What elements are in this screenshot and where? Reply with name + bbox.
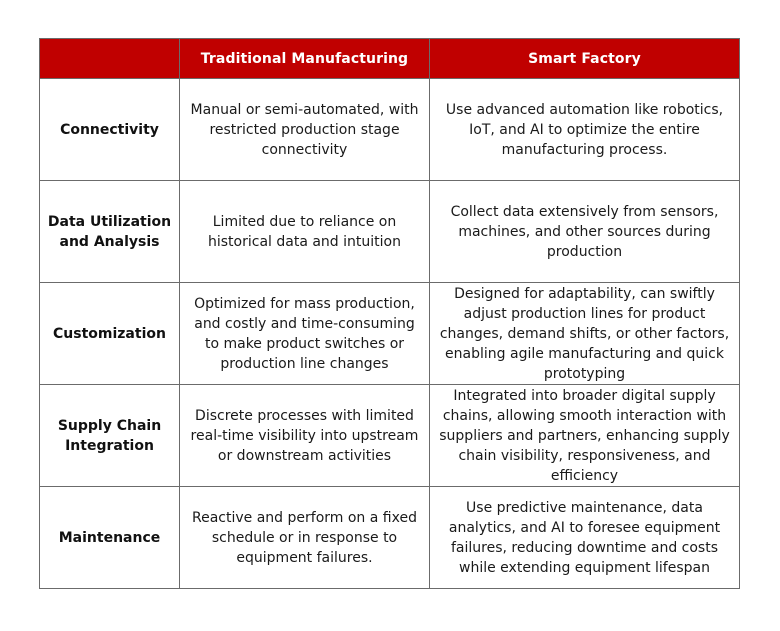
cell-smart: Collect data extensively from sensors, m… (429, 180, 740, 283)
table-row: Maintenance Reactive and perform on a fi… (39, 486, 740, 589)
header-smart-factory: Smart Factory (429, 38, 740, 79)
row-feature-connectivity: Connectivity (39, 78, 180, 181)
table-header: Traditional Manufacturing Smart Factory (39, 38, 740, 79)
cell-smart: Integrated into broader digital supply c… (429, 384, 740, 487)
cell-traditional: Reactive and perform on a fixed schedule… (179, 486, 430, 589)
table-row: Data Utilization and Analysis Limited du… (39, 180, 740, 283)
cell-smart: Designed for adaptability, can swiftly a… (429, 282, 740, 385)
row-feature-supply-chain: Supply Chain Integration (39, 384, 180, 487)
cell-traditional: Limited due to reliance on historical da… (179, 180, 430, 283)
header-traditional-manufacturing: Traditional Manufacturing (179, 38, 430, 79)
table-row: Connectivity Manual or semi-automated, w… (39, 78, 740, 181)
row-feature-customization: Customization (39, 282, 180, 385)
row-feature-data-utilization: Data Utilization and Analysis (39, 180, 180, 283)
cell-smart: Use predictive maintenance, data analyti… (429, 486, 740, 589)
comparison-table: Traditional Manufacturing Smart Factory … (39, 38, 740, 589)
cell-traditional: Optimized for mass production, and costl… (179, 282, 430, 385)
cell-traditional: Manual or semi-automated, with restricte… (179, 78, 430, 181)
header-feature (39, 38, 180, 79)
row-feature-maintenance: Maintenance (39, 486, 180, 589)
header-row: Traditional Manufacturing Smart Factory (39, 38, 740, 79)
table-body: Connectivity Manual or semi-automated, w… (39, 78, 740, 589)
table-row: Customization Optimized for mass product… (39, 282, 740, 385)
table-row: Supply Chain Integration Discrete proces… (39, 384, 740, 487)
cell-traditional: Discrete processes with limited real-tim… (179, 384, 430, 487)
cell-smart: Use advanced automation like robotics, I… (429, 78, 740, 181)
